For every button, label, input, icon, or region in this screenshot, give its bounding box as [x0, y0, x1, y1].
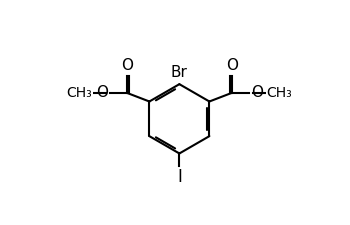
Text: CH₃: CH₃	[267, 86, 292, 100]
Text: CH₃: CH₃	[66, 86, 92, 100]
Text: O: O	[226, 58, 238, 73]
Text: O: O	[121, 58, 133, 73]
Text: Br: Br	[171, 65, 188, 80]
Text: O: O	[96, 85, 108, 100]
Text: O: O	[251, 85, 263, 100]
Text: I: I	[177, 168, 182, 186]
